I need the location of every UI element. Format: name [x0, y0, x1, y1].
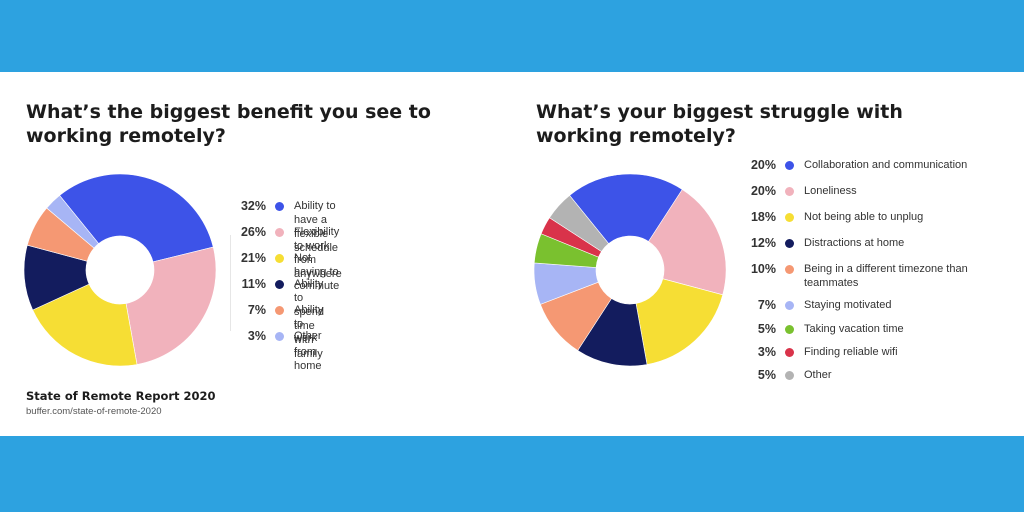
legend-percent: 26% — [240, 225, 266, 239]
legend-label: Staying motivated — [804, 299, 892, 311]
legend-label: Flexibility to work from anywhere — [294, 226, 342, 280]
legend-swatch — [785, 325, 794, 334]
legend-label: Taking vacation time — [804, 323, 904, 335]
legend-percent: 21% — [240, 251, 266, 265]
legend-label: Ability to work from home — [294, 304, 324, 372]
legend-divider — [230, 235, 231, 331]
legend-swatch — [275, 306, 284, 315]
legend-label: Other — [294, 330, 322, 342]
legend-label: Finding reliable wifi — [804, 346, 898, 358]
legend-label: Loneliness — [804, 185, 857, 197]
legend-swatch — [785, 371, 794, 380]
legend-swatch — [785, 301, 794, 310]
legend-percent: 10% — [750, 262, 776, 276]
legend-swatch — [785, 161, 794, 170]
legend-percent: 11% — [241, 277, 266, 291]
legend-swatch — [275, 202, 284, 211]
legend-label: Not being able to unplug — [804, 211, 924, 223]
legend-percent: 5% — [757, 322, 776, 336]
legend-label: Being in a different timezone than teamm… — [804, 263, 968, 289]
legend-percent: 32% — [240, 199, 266, 213]
legend-label: Distractions at home — [804, 237, 905, 249]
chart-title-struggle: What’s your biggest struggle with workin… — [536, 101, 903, 147]
legend-percent: 5% — [757, 368, 776, 382]
legend-percent: 3% — [757, 345, 776, 359]
legend-percent: 20% — [750, 184, 776, 198]
legend-swatch — [785, 187, 794, 196]
legend-percent: 18% — [750, 210, 776, 224]
legend-percent: 7% — [757, 298, 776, 312]
source-url: buffer.com/state-of-remote-2020 — [26, 406, 162, 417]
legend-swatch — [275, 228, 284, 237]
legend-percent: 3% — [247, 329, 266, 343]
legend-swatch — [785, 265, 794, 274]
legend-label: Not having to commute — [294, 252, 340, 292]
legend-percent: 7% — [247, 303, 266, 317]
legend-swatch — [785, 239, 794, 248]
legend-percent: 20% — [750, 158, 776, 172]
legend-label: Ability to spend time with family — [294, 278, 324, 360]
legend-label: Ability to have a flexible schedule — [294, 200, 339, 254]
legend-swatch — [275, 254, 284, 263]
legend-swatch — [785, 213, 794, 222]
legend-label: Other — [804, 369, 832, 381]
legend-swatch — [275, 332, 284, 341]
chart-title-benefit: What’s the biggest benefit you see to wo… — [26, 101, 431, 147]
source-title: State of Remote Report 2020 — [26, 389, 216, 403]
legend-swatch — [275, 280, 284, 289]
legend-label: Collaboration and communication — [804, 159, 968, 171]
legend-percent: 12% — [750, 236, 776, 250]
legend-swatch — [785, 348, 794, 357]
